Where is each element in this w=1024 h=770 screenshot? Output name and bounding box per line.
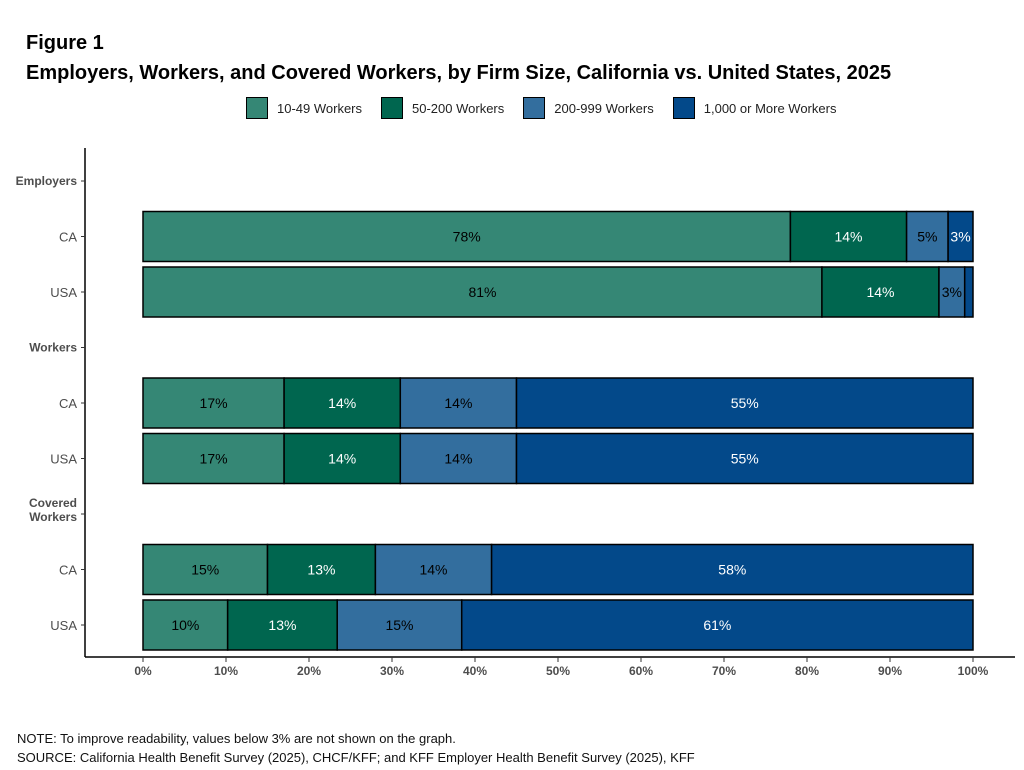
bar-segment: [399, 377, 518, 429]
bar-segment: [515, 377, 974, 429]
legend-item: 10-49 Workers: [246, 97, 362, 119]
data-label: 5%: [917, 229, 937, 245]
x-tick-label: 70%: [712, 664, 736, 678]
data-label: 55%: [731, 395, 759, 411]
bar-segment: [142, 432, 285, 485]
data-label: 17%: [200, 395, 228, 411]
source-text: SOURCE: California Health Benefit Survey…: [17, 750, 695, 765]
legend-item: 1,000 or More Workers: [672, 97, 837, 119]
data-label: 15%: [385, 617, 413, 633]
data-label: 14%: [328, 395, 356, 411]
data-label: 3%: [942, 284, 962, 300]
row-label: USA: [50, 618, 77, 633]
x-tick-label: 100%: [958, 664, 989, 678]
bar-segment: [142, 543, 269, 596]
data-label: 15%: [191, 562, 219, 578]
data-label: 10%: [171, 617, 199, 633]
row-label: CA: [59, 230, 77, 245]
bar-segment: [266, 543, 377, 596]
legend: 10-49 Workers 50-200 Workers 200-999 Worke…: [246, 97, 855, 119]
legend-swatch: [246, 97, 268, 119]
legend-item: 50-200 Workers: [381, 97, 504, 119]
x-tick-label: 90%: [878, 664, 902, 678]
data-label: 14%: [419, 562, 447, 578]
legend-label: 50-200 Workers: [412, 100, 505, 116]
figure-label: Figure 1: [26, 32, 104, 54]
x-tick-label: 30%: [380, 664, 404, 678]
legend-label: 10-49 Workers: [277, 100, 363, 116]
data-label: 14%: [444, 395, 472, 411]
group-label: Covered Workers: [29, 496, 77, 524]
legend-swatch: [672, 97, 695, 119]
data-label: 61%: [703, 617, 731, 633]
bar-segment: [142, 266, 823, 318]
legend-item: 200-999 Workers: [523, 97, 654, 119]
bar-segment: [938, 266, 966, 318]
group-label: Employers: [16, 174, 78, 188]
legend-swatch: [523, 97, 546, 119]
bar-segment: [515, 432, 974, 485]
data-label: 78%: [453, 229, 481, 245]
legend-label: 200-999 Workers: [554, 100, 654, 116]
row-label: USA: [50, 285, 77, 300]
bar-segment: [947, 210, 974, 263]
x-tick-label: 60%: [629, 664, 653, 678]
bar-segment: [142, 377, 285, 429]
group-label: Workers: [29, 341, 77, 355]
data-label: 55%: [731, 451, 759, 467]
bar-segment: [374, 543, 493, 596]
data-label: 14%: [834, 229, 862, 245]
data-label: 81%: [468, 284, 496, 300]
x-tick-label: 50%: [546, 664, 570, 678]
bar-segment: [963, 266, 974, 318]
data-label: 13%: [307, 562, 335, 578]
x-tick-label: 80%: [795, 664, 819, 678]
row-label: CA: [59, 396, 77, 411]
bar-segment: [460, 599, 974, 651]
x-tick-label: 20%: [297, 664, 321, 678]
bar-segment: [283, 432, 402, 485]
data-label: 3%: [950, 229, 970, 245]
bar-segment: [490, 543, 974, 596]
legend-label: 1,000 or More Workers: [703, 100, 837, 116]
row-label: USA: [50, 452, 77, 467]
note-text: NOTE: To improve readability, values bel…: [17, 731, 456, 746]
data-label: 14%: [328, 451, 356, 467]
data-label: 58%: [718, 562, 746, 578]
bar-segment: [283, 377, 402, 429]
legend-swatch: [381, 97, 404, 119]
bar-segment: [142, 599, 229, 651]
bar-segment: [905, 210, 949, 263]
bar-segment: [399, 432, 518, 485]
bar-segment: [142, 210, 792, 263]
chart-title: Employers, Workers, and Covered Workers,…: [26, 62, 892, 84]
bar-segment: [226, 599, 338, 651]
data-label: 14%: [444, 451, 472, 467]
x-tick-label: 10%: [214, 664, 238, 678]
x-tick-label: 40%: [463, 664, 487, 678]
data-label: 14%: [866, 284, 894, 300]
row-label: CA: [59, 563, 77, 578]
data-label: 17%: [200, 451, 228, 467]
data-label: 13%: [268, 617, 296, 633]
x-tick-label: 0%: [134, 664, 152, 678]
